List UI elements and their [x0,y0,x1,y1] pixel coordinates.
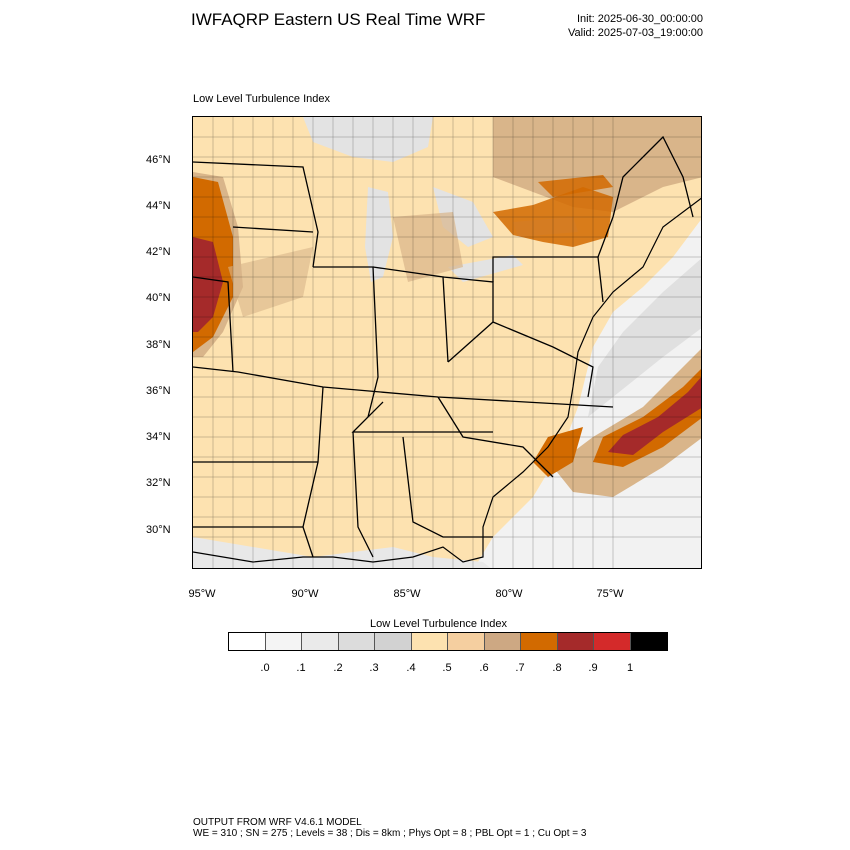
colorbar-swatch [411,633,448,650]
atlantic-ocean [474,219,701,568]
michigan-mid-zone [393,212,463,282]
coastal-high-zone [533,427,583,477]
colorbar-swatch [594,633,631,650]
valid-time: Valid: 2025-07-03_19:00:00 [568,27,703,39]
lat-label-40: 40°N [146,292,171,304]
colorbar-swatch [229,633,266,650]
lon-label-80: 80°W [495,588,523,600]
legend-tick: .3 [369,662,379,674]
legend-tick: .7 [515,662,525,674]
lake-erie [448,255,523,282]
colorbar-swatch [302,633,339,650]
ocean-mid-zone [553,349,701,497]
map-panel [192,116,702,569]
colorbar-swatch [484,633,521,650]
lon-label-95: 95°W [188,588,216,600]
central-mid-zone [228,247,313,317]
ocean-very-high-zone [608,377,701,455]
colorbar-swatch [557,633,594,650]
legend-tick: .1 [296,662,306,674]
colorbar-swatch [338,633,375,650]
map-subtitle: Low Level Turbulence Index [193,93,330,105]
colorbar-swatch [630,633,667,650]
lat-label-42: 42°N [146,246,171,258]
colorbar [228,632,668,651]
map-canvas [193,117,701,568]
county-grid [193,117,701,568]
colorbar-swatch [448,633,485,650]
colorbar-swatch [521,633,558,650]
colorbar-swatch [375,633,412,650]
lat-label-38: 38°N [146,339,171,351]
footer-config-info: WE = 310 ; SN = 275 ; Levels = 38 ; Dis … [193,828,587,839]
colorbar-swatch [265,633,302,650]
legend-tick: .0 [260,662,270,674]
legend-tick: .2 [333,662,343,674]
coastline [193,197,701,563]
lon-label-85: 85°W [393,588,421,600]
footer-model-info: OUTPUT FROM WRF V4.6.1 MODEL [193,817,362,828]
plains-very-high-zone [193,237,223,332]
lat-label-34: 34°N [146,431,171,443]
main-title: IWFAQRP Eastern US Real Time WRF [191,10,486,29]
legend-tick: .8 [552,662,562,674]
lon-label-75: 75°W [596,588,624,600]
lake-superior [303,117,433,162]
lat-label-32: 32°N [146,477,171,489]
legend-tick: .5 [442,662,452,674]
legend-title: Low Level Turbulence Index [370,618,507,630]
lake-michigan [365,187,393,282]
lat-label-44: 44°N [146,200,171,212]
lon-label-90: 90°W [291,588,319,600]
lat-label-30: 30°N [146,524,171,536]
ontario-high-zone [538,175,613,197]
ocean-grey-band [588,258,701,417]
legend-tick: .9 [588,662,598,674]
lat-label-46: 46°N [146,154,171,166]
legend-tick: .4 [406,662,416,674]
legend-tick: .6 [479,662,489,674]
legend-tick: 1 [626,662,634,674]
init-time: Init: 2025-06-30_00:00:00 [577,13,703,25]
lat-label-36: 36°N [146,385,171,397]
